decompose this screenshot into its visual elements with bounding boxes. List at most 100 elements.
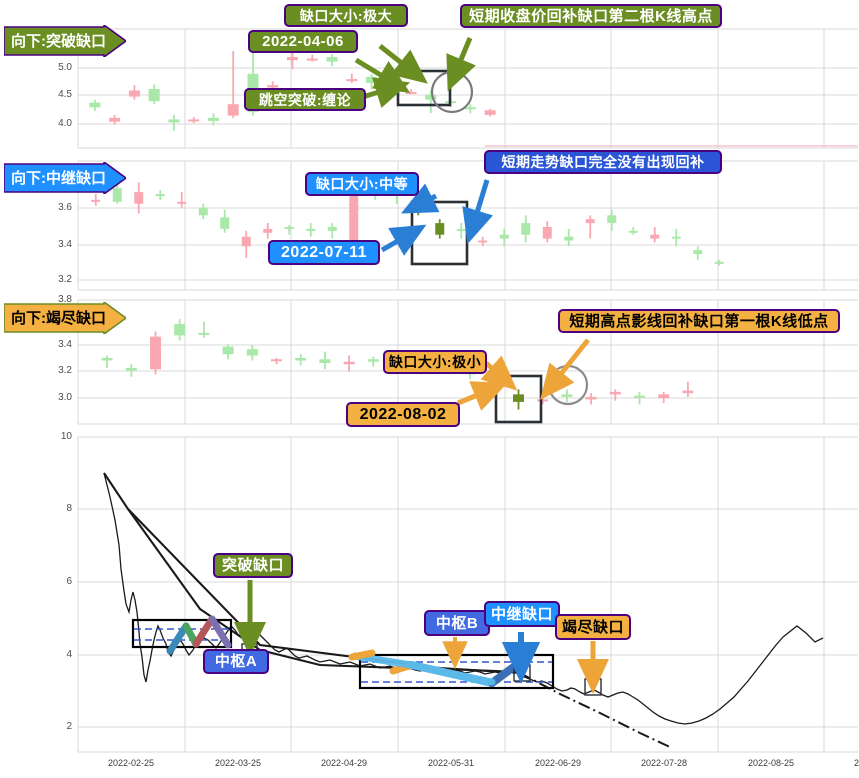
panel-1-gap-size-chip[interactable]: 缺口大小:极大 — [284, 4, 408, 27]
candle-body — [488, 384, 500, 387]
candle-body — [714, 261, 724, 264]
xtick-4: 2022-06-29 — [534, 758, 582, 768]
arrow-date-3 — [457, 381, 508, 411]
candle-body — [174, 324, 186, 336]
candle-body — [188, 119, 200, 122]
candle-body — [271, 359, 282, 362]
panel-3-banner: 向下:竭尽缺口 — [4, 302, 126, 334]
candle-body — [207, 117, 219, 121]
overview-runaway-chip[interactable]: 中继缺口 — [484, 601, 560, 627]
candle-body — [628, 230, 638, 233]
banner-shape-green — [4, 25, 126, 57]
candle-body — [227, 104, 239, 116]
panel-2-ytick-1: 3.4 — [58, 239, 72, 250]
gap-box-1 — [396, 69, 452, 107]
candle-body — [327, 226, 337, 231]
trend-line-down — [103, 472, 521, 674]
panel-3-gap-fill-note-chip[interactable]: 短期高点影线回补缺口第一根K线低点 — [558, 309, 840, 333]
panel-4-ytick-1: 8 — [66, 503, 72, 514]
candle-body — [561, 394, 573, 397]
xtick-1: 2022-03-25 — [214, 758, 262, 768]
candle-body — [521, 223, 531, 235]
panel-3-ytick-0: 3.8 — [58, 294, 72, 305]
candle-body — [267, 85, 279, 88]
candle-body — [295, 357, 307, 361]
candle-body — [484, 110, 496, 115]
overview-breakaway-chip[interactable]: 突破缺口 — [213, 553, 293, 578]
trend-line-dashdot — [519, 672, 673, 749]
candle-body — [650, 234, 660, 239]
candle-body — [537, 399, 549, 402]
candle-body — [607, 215, 617, 224]
banner-shape-blue — [4, 162, 126, 194]
xtick-6: 2022-08-25 — [747, 758, 795, 768]
candle-body — [682, 390, 694, 394]
candle-body — [658, 394, 670, 399]
panel-1-ytick-2: 4.0 — [58, 118, 72, 129]
overview-exhaustion-chip[interactable]: 竭尽缺口 — [555, 614, 631, 640]
panel-1-ytick-1: 4.5 — [58, 89, 72, 100]
candle-body — [464, 107, 476, 110]
gap-circle-1 — [430, 70, 474, 114]
segment-teal-a — [166, 622, 190, 655]
panel-3-banner-label: 向下:竭尽缺口 — [11, 309, 106, 327]
candle-body — [241, 236, 251, 247]
candle-body — [101, 357, 113, 361]
candle-body — [367, 359, 379, 362]
candle-body — [585, 396, 597, 400]
arrow-gapfill-3 — [540, 338, 590, 400]
panel-1-banner: 向下:突破缺口 — [4, 25, 126, 57]
candle-body — [148, 89, 160, 102]
arrow-date-1 — [354, 57, 411, 93]
segment-purple-a — [208, 615, 232, 649]
candle-body — [542, 226, 552, 239]
candle-body — [222, 346, 234, 355]
panel-4-ytick-0: 10 — [60, 431, 72, 442]
candle-body — [456, 228, 466, 231]
centre-zone-a — [131, 618, 233, 649]
candle-body — [346, 79, 358, 82]
panel-1-ytick-0: 5.0 — [58, 62, 72, 73]
banner-shape-orange — [4, 302, 126, 334]
arrow-gapsize-2 — [401, 183, 440, 214]
xtick-8: 2022-10-20 — [806, 759, 859, 768]
panel-2-gap-size-chip[interactable]: 缺口大小:中等 — [305, 172, 419, 196]
candle-body — [109, 117, 121, 122]
candle-body — [177, 201, 187, 204]
panel-3-ytick-2: 3.2 — [58, 365, 72, 376]
overview-centre-b-chip[interactable]: 中枢B — [424, 610, 490, 636]
panel-2-gap-fill-note-chip[interactable]: 短期走势缺口完全没有出现回补 — [484, 150, 722, 174]
xtick-0: 2022-02-25 — [107, 758, 155, 768]
candle-body — [585, 219, 595, 224]
segment-red-a — [192, 615, 216, 648]
candle-body — [128, 90, 140, 97]
panel-1-banner-label: 向下:突破缺口 — [11, 32, 106, 50]
candle-body — [671, 236, 681, 239]
price-line-tail — [782, 625, 824, 643]
panel-3-gap-size-chip[interactable]: 缺口大小:极小 — [383, 350, 487, 374]
candle-body — [263, 228, 273, 233]
candle-body — [155, 194, 165, 197]
candle-body — [319, 359, 331, 363]
panel-1-gap-fill-note-chip[interactable]: 短期收盘价回补缺口第二根K线高点 — [460, 4, 722, 28]
xtick-3: 2022-05-31 — [427, 758, 475, 768]
candle-body — [499, 234, 509, 239]
panel-4-grid — [77, 436, 858, 753]
candle-body — [284, 226, 294, 229]
panel-2-ytick-2: 3.2 — [58, 274, 72, 285]
panel-1-gap-date-chip[interactable]: 2022-04-06 — [248, 30, 358, 53]
overview-centre-a-chip[interactable]: 中枢A — [203, 649, 269, 674]
panel-2-ytick-0: 3.6 — [58, 202, 72, 213]
candle-body — [246, 349, 258, 356]
candle-body — [168, 119, 180, 123]
candle-body — [405, 92, 417, 95]
candle-body — [478, 240, 488, 243]
candle-body — [287, 57, 298, 61]
segment-sky-b2 — [351, 652, 496, 686]
panel-2-gap-date-chip[interactable]: 2022-07-11 — [268, 240, 380, 265]
panel-3-gap-date-chip[interactable]: 2022-08-02 — [346, 402, 460, 427]
panel-1-gap-type-chip[interactable]: 跳空突破:缠论 — [244, 88, 366, 111]
candle-body — [435, 223, 445, 235]
candle-body — [198, 332, 210, 335]
